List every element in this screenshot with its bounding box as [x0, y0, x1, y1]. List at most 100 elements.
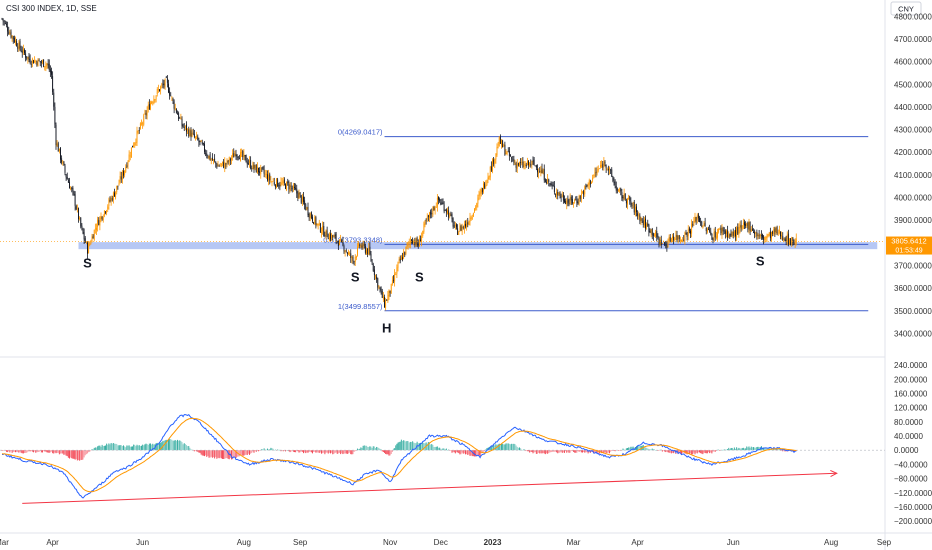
candle [784, 237, 786, 242]
macd-bar [336, 450, 338, 454]
candle [502, 139, 504, 148]
macd-bar [493, 445, 495, 451]
macd-bar [281, 450, 283, 451]
macd-bar [638, 445, 640, 451]
candle [731, 231, 733, 238]
pattern-label-s[interactable]: S [756, 253, 765, 268]
macd-bar [411, 441, 412, 451]
macd-bar [631, 446, 633, 451]
candle [205, 149, 207, 157]
candle [400, 254, 402, 260]
macd-bar [582, 450, 583, 453]
candle [37, 58, 39, 67]
macd-bar [701, 450, 703, 454]
macd-bar [165, 439, 167, 451]
macd-bar [630, 446, 632, 451]
macd-bar [645, 447, 646, 451]
candle [738, 223, 740, 238]
macd-bar [459, 450, 461, 455]
candle [547, 174, 549, 185]
macd-bar [697, 450, 699, 453]
macd-bar [478, 450, 480, 456]
candle [751, 224, 753, 231]
candle [418, 235, 420, 247]
candle [395, 271, 397, 276]
candle [9, 29, 11, 36]
candle [458, 230, 460, 235]
currency-badge[interactable]: CNY [890, 1, 922, 16]
macd-bar [126, 445, 128, 451]
candle [780, 231, 781, 240]
macd-bar [350, 450, 352, 455]
macd-bar [461, 450, 463, 453]
macd-bar [731, 447, 733, 451]
candle [647, 219, 649, 227]
candle [677, 235, 679, 244]
candle [12, 35, 14, 44]
candle [618, 188, 619, 192]
macd-bar [179, 440, 181, 451]
pattern-label-s[interactable]: S [351, 269, 360, 284]
candle [108, 197, 110, 210]
candle [33, 59, 34, 64]
last-price-tag: 3805.6412 01:53:49 [886, 236, 932, 255]
candle [295, 183, 297, 191]
candle [6, 21, 7, 28]
candle [222, 161, 223, 167]
macd-bar [57, 450, 59, 453]
pattern-label-h[interactable]: H [382, 320, 391, 335]
candle [728, 231, 730, 239]
candle [102, 214, 104, 223]
macd-bar [225, 450, 227, 459]
candle [54, 102, 56, 129]
macd-bar [168, 439, 169, 451]
macd-bar [603, 450, 605, 454]
macd-bar [736, 447, 738, 451]
candle [702, 225, 704, 229]
candle [213, 159, 214, 165]
candle [534, 165, 536, 167]
candle [51, 67, 52, 79]
candle [201, 139, 203, 146]
macd-bar [315, 450, 317, 453]
macd-bar [345, 450, 347, 454]
macd-bar [121, 446, 123, 451]
candle [318, 219, 320, 226]
time-tick-label: Mar [0, 538, 9, 547]
candle [115, 191, 117, 200]
macd-bar [160, 442, 162, 451]
candle [546, 179, 547, 185]
macd-bar [778, 449, 780, 451]
macd-trendline[interactable] [22, 472, 837, 504]
macd-bar [546, 450, 547, 454]
macd-bar [234, 450, 236, 457]
support-zone[interactable] [78, 242, 878, 250]
macd-bar [640, 445, 642, 451]
candle [197, 134, 199, 141]
candle [580, 189, 582, 203]
candle [353, 260, 355, 266]
pattern-label-s[interactable]: S [415, 269, 424, 284]
macd-bar [569, 450, 571, 453]
macd-bar [304, 450, 306, 453]
price-axis-background[interactable] [885, 0, 932, 550]
pattern-label-s[interactable]: S [83, 256, 92, 271]
candle [92, 234, 94, 239]
candle [528, 160, 529, 169]
candle [693, 217, 695, 226]
candle [627, 197, 628, 210]
macd-bar [111, 443, 113, 451]
macd-bar [210, 450, 212, 457]
candle [170, 92, 172, 97]
candle [672, 233, 673, 242]
candle [263, 165, 265, 178]
candle [387, 290, 389, 303]
macd-bar [294, 450, 295, 453]
macd-bar [382, 450, 384, 453]
candle [512, 155, 514, 162]
macd-bar [367, 446, 369, 451]
candle [53, 88, 55, 111]
macd-bar [120, 445, 122, 451]
candle [469, 212, 471, 226]
